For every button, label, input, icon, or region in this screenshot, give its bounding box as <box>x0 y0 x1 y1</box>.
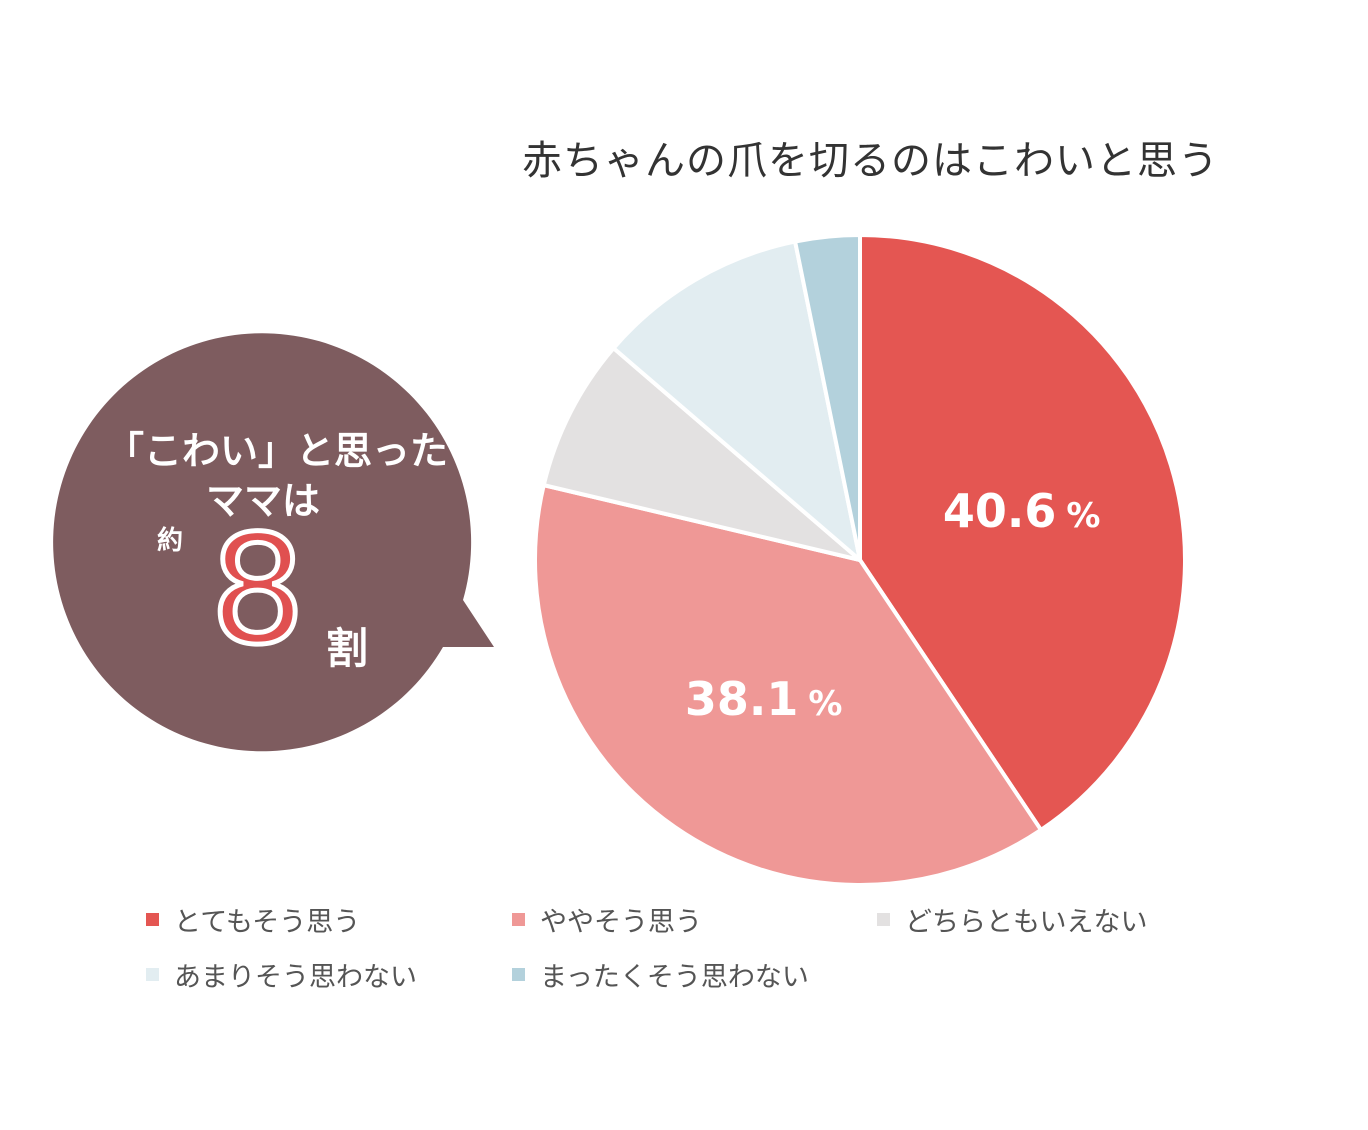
slice-value-label-0: 40.6% <box>943 484 1101 538</box>
legend-item-0: とてもそう思う <box>146 900 360 939</box>
callout-line2: ママは <box>205 479 320 523</box>
legend-label-4: まったくそう思わない <box>540 962 809 993</box>
legend-swatch-2 <box>877 913 890 926</box>
legend-item-3: あまりそう思わない <box>146 955 417 994</box>
pie-slice-2 <box>541 346 862 562</box>
pie-slice-3 <box>611 239 862 562</box>
legend-label-3: あまりそう思わない <box>174 962 417 993</box>
legend-item-4: まったくそう思わない <box>512 955 809 994</box>
pie-slice-4 <box>793 233 862 562</box>
callout-number: 8 <box>207 504 307 678</box>
chart-title: 赤ちゃんの爪を切るのはこわいと思う <box>522 138 1219 184</box>
legend-swatch-4 <box>512 968 525 981</box>
legend-swatch-1 <box>512 913 525 926</box>
callout-unit: 割 <box>326 624 369 673</box>
pie-slice-1 <box>533 483 1043 887</box>
callout-line1: 「こわい」と思った <box>105 429 448 473</box>
legend-item-2: どちらともいえない <box>877 900 1147 939</box>
legend-swatch-0 <box>146 913 159 926</box>
legend-item-1: ややそう思う <box>512 900 702 939</box>
legend-label-0: とてもそう思う <box>174 907 361 938</box>
legend-label-2: どちらともいえない <box>905 907 1148 938</box>
legend-swatch-3 <box>146 968 159 981</box>
legend-label-1: ややそう思う <box>540 907 702 938</box>
slice-value-label-1: 38.1% <box>685 672 843 726</box>
callout-approx: 約 <box>157 526 184 556</box>
pie-slice-0 <box>858 233 1187 832</box>
